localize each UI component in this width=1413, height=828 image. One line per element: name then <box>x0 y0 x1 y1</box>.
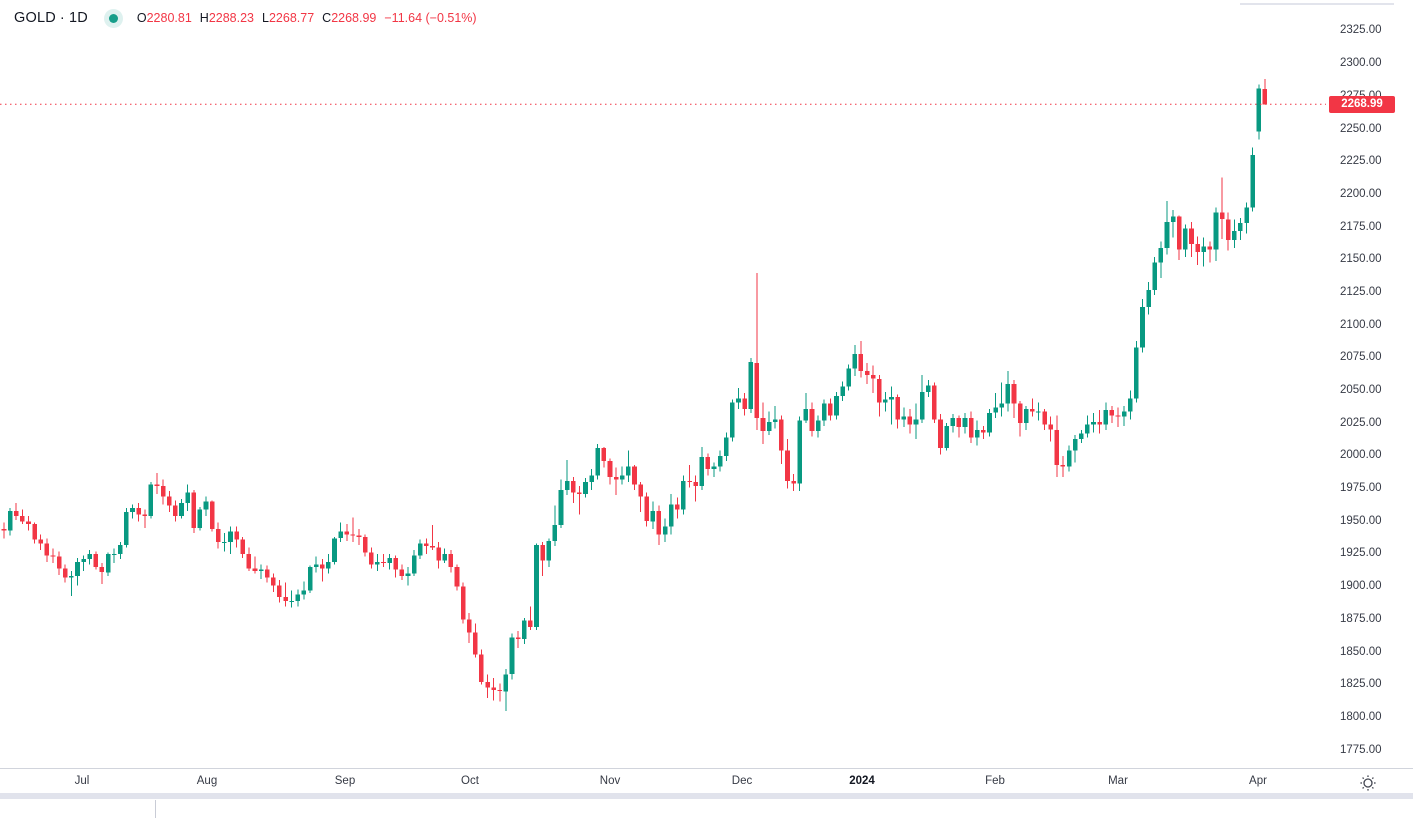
candles-layer <box>1 79 1268 711</box>
low-value: 2268.77 <box>268 11 315 25</box>
bottom-divider <box>0 793 1413 799</box>
settings-icon[interactable] <box>1358 773 1378 793</box>
axis-top-divider <box>1240 3 1394 5</box>
x-tick-label: Oct <box>461 775 479 787</box>
y-tick-label: 1875.00 <box>1340 612 1382 625</box>
y-tick-label: 1850.00 <box>1340 645 1382 658</box>
x-tick-label: Feb <box>985 775 1005 787</box>
y-tick-label: 2050.00 <box>1340 384 1382 397</box>
y-tick-label: 1925.00 <box>1340 547 1382 560</box>
x-tick-label: Jul <box>74 775 90 787</box>
y-tick-label: 2225.00 <box>1340 155 1382 168</box>
y-tick-label: 1900.00 <box>1340 580 1382 593</box>
x-tick-label: Mar <box>1108 775 1128 787</box>
y-tick-label: 2100.00 <box>1340 318 1382 331</box>
y-tick-label: 2000.00 <box>1340 449 1382 462</box>
symbol-title[interactable]: GOLD · 1D <box>14 10 88 26</box>
open-value: 2280.81 <box>146 11 192 25</box>
market-open-dot-icon <box>108 13 118 23</box>
separator-dot: · <box>59 10 65 26</box>
y-tick-label: 2300.00 <box>1340 57 1382 70</box>
y-tick-label: 1950.00 <box>1340 514 1382 527</box>
bottom-panel-divider <box>155 800 156 818</box>
x-tick-label: Nov <box>599 775 621 787</box>
y-tick-label: 2150.00 <box>1340 253 1382 266</box>
y-tick-label: 1825.00 <box>1340 678 1382 691</box>
x-tick-label: Dec <box>731 775 753 787</box>
x-tick-label: Sep <box>334 775 356 787</box>
y-tick-label: 2175.00 <box>1340 220 1382 233</box>
ohlc-values: O2280.81 H2288.23 L2268.77 C2268.99 <box>137 11 377 25</box>
y-tick-label: 2025.00 <box>1340 416 1382 429</box>
x-tick-label: Apr <box>1249 775 1267 787</box>
time-axis[interactable]: Jul Aug Sep Oct Nov Dec 2024 Feb Mar Apr <box>0 768 1413 794</box>
change-value: −11.64 (−0.51%) <box>384 11 477 25</box>
high-value: 2288.23 <box>208 11 255 25</box>
price-axis[interactable]: 2268.99 2325.002300.002275.002250.002225… <box>1328 0 1413 768</box>
y-tick-label: 2250.00 <box>1340 122 1382 135</box>
last-price-label: 2268.99 <box>1329 95 1395 113</box>
x-tick-label: Aug <box>196 775 218 787</box>
y-tick-label: 2200.00 <box>1340 187 1382 200</box>
close-label: C <box>322 11 332 25</box>
y-tick-label: 2325.00 <box>1340 24 1382 37</box>
low-label: L <box>262 11 269 25</box>
market-status-icon[interactable] <box>103 8 123 28</box>
legend: GOLD · 1D O2280.81 H2288.23 L2268.77 C2268… <box>14 7 477 29</box>
y-tick-label: 2125.00 <box>1340 285 1382 298</box>
open-label: O <box>136 11 147 25</box>
chart-pane[interactable] <box>0 0 1413 768</box>
high-label: H <box>199 11 209 25</box>
y-tick-label: 1800.00 <box>1340 710 1382 723</box>
x-tick-label: 2024 <box>849 775 875 787</box>
time-axis-labels: Jul Aug Sep Oct Nov Dec 2024 Feb Mar Apr <box>0 769 1413 794</box>
close-value: 2268.99 <box>331 11 377 25</box>
y-tick-label: 2075.00 <box>1340 351 1382 364</box>
y-tick-label: 1975.00 <box>1340 482 1382 495</box>
y-tick-label: 1775.00 <box>1340 743 1382 756</box>
